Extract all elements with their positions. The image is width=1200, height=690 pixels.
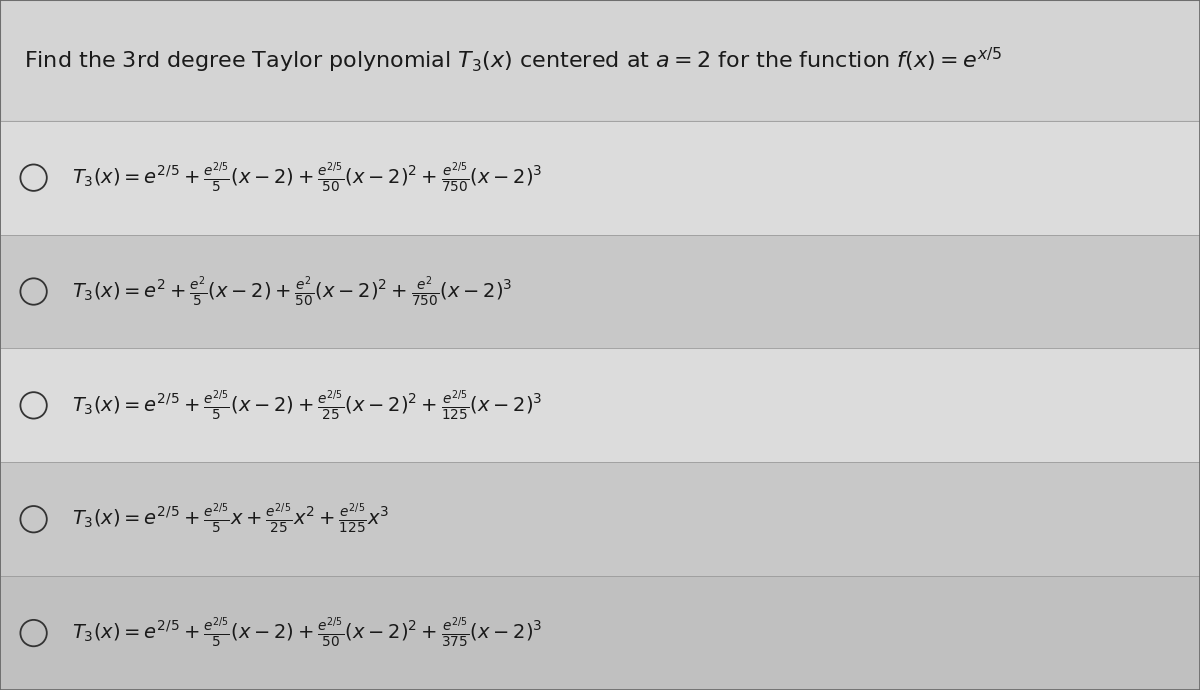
FancyBboxPatch shape xyxy=(0,348,1200,462)
Text: $T_3(x) = e^{2/5} + \frac{e^{2/5}}{5}(x-2) + \frac{e^{2/5}}{25}(x-2)^2 + \frac{e: $T_3(x) = e^{2/5} + \frac{e^{2/5}}{5}(x-… xyxy=(72,388,542,422)
FancyBboxPatch shape xyxy=(0,121,1200,235)
Text: $T_3(x) = e^{2/5} + \frac{e^{2/5}}{5}x + \frac{e^{2/5}}{25}x^2 + \frac{e^{2/5}}{: $T_3(x) = e^{2/5} + \frac{e^{2/5}}{5}x +… xyxy=(72,502,389,536)
FancyBboxPatch shape xyxy=(0,462,1200,576)
FancyBboxPatch shape xyxy=(0,235,1200,348)
FancyBboxPatch shape xyxy=(0,0,1200,121)
FancyBboxPatch shape xyxy=(0,576,1200,690)
Text: $T_3(x) = e^{2/5} + \frac{e^{2/5}}{5}(x-2) + \frac{e^{2/5}}{50}(x-2)^2 + \frac{e: $T_3(x) = e^{2/5} + \frac{e^{2/5}}{5}(x-… xyxy=(72,161,542,195)
Text: $T_3(x) = e^{2/5} + \frac{e^{2/5}}{5}(x-2) + \frac{e^{2/5}}{50}(x-2)^2 + \frac{e: $T_3(x) = e^{2/5} + \frac{e^{2/5}}{5}(x-… xyxy=(72,616,542,650)
Text: $T_3(x) = e^{2} + \frac{e^{2}}{5}(x-2) + \frac{e^{2}}{50}(x-2)^2 + \frac{e^{2}}{: $T_3(x) = e^{2} + \frac{e^{2}}{5}(x-2) +… xyxy=(72,275,512,308)
Text: Find the 3rd degree Taylor polynomial $T_3(x)$ centered at $a = 2$ for the funct: Find the 3rd degree Taylor polynomial $T… xyxy=(24,46,1002,75)
